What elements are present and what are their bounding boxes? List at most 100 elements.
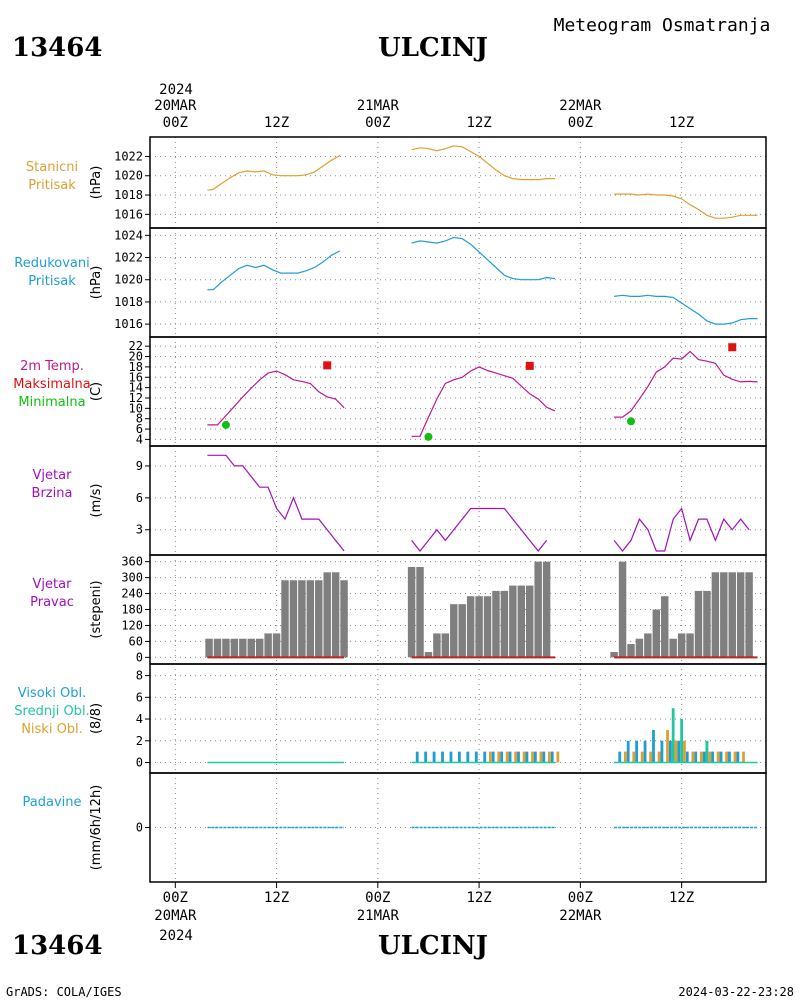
cloud-high-bar [474, 751, 478, 763]
cloud-high-bar [441, 751, 444, 763]
time-axis-bottom: 00Z 20MAR 12Z 00Z 21MAR 12Z 00Z 22MAR 12Z [154, 882, 694, 924]
cloud-low-bar [699, 751, 703, 763]
bottom-hour-label: 00Z [365, 890, 390, 906]
cloud-high-bar [736, 751, 740, 763]
bottom-date-label: 22MAR [559, 908, 602, 924]
wind-direction-bar [720, 572, 728, 658]
cloud-high-bar [491, 751, 495, 763]
panel-label: Brzina [32, 486, 73, 501]
cloud-low-bar [539, 751, 543, 763]
panel-label: Stanicni [26, 160, 78, 175]
bottom-date-label: 20MAR [154, 908, 197, 924]
panel-station_pressure: 1016 1018 1020 1022 Stanicni Pritisak (hPa) [26, 136, 767, 229]
wind-direction-bar [736, 572, 745, 658]
panel-label: Pritisak [28, 274, 76, 289]
bottom-hour-label: 00Z [568, 890, 593, 906]
top-year-label: 2024 [159, 82, 193, 98]
station-pressure-line [614, 193, 758, 219]
y-axis-label: (m/s) [89, 484, 104, 518]
wind-direction-bar [534, 561, 542, 658]
reduced-pressure-line [207, 250, 341, 291]
y-tick-label: 4 [136, 712, 143, 726]
y-axis-label: (8/8) [89, 703, 104, 734]
y-tick-label: 22 [129, 339, 143, 353]
wind-direction-bar [272, 633, 281, 658]
tmax-marker [323, 361, 332, 370]
bottom-hour-label: 12Z [669, 890, 694, 906]
wind-direction-bar [239, 638, 247, 658]
y-tick-label: 6 [136, 422, 143, 436]
wind-direction-bar [433, 633, 441, 658]
cloud-high-bar [458, 751, 461, 763]
panel-label: Pravac [30, 595, 74, 610]
top-hour-label: 00Z [163, 115, 188, 131]
cloud-low-bar [640, 751, 644, 763]
y-tick-label: 1016 [114, 317, 143, 331]
cloud-high-bar [415, 751, 419, 763]
y-tick-label: 8 [136, 412, 143, 426]
cloud-high-bar [550, 751, 554, 763]
cloud-high-bar [500, 751, 504, 763]
panel-frame [149, 772, 767, 883]
cloud-low-bar [683, 740, 686, 763]
station-id-bottom: 13464 [12, 931, 102, 961]
y-tick-label: 1022 [114, 251, 143, 265]
wind-direction-bar [331, 572, 340, 658]
y-tick-label: 1016 [114, 207, 143, 221]
wind-direction-bar [298, 580, 306, 658]
top-date-label: 21MAR [357, 98, 400, 114]
y-tick-label: 8 [136, 669, 143, 683]
wind-direction-bar [677, 633, 686, 658]
panel-label: Vjetar [33, 577, 73, 592]
top-date-label: 22MAR [559, 98, 602, 114]
y-axis-label: (hPa) [89, 266, 104, 300]
timestamp-text: 2024-03-22-23:28 [678, 985, 794, 999]
cloud-low-bar [742, 751, 745, 763]
panel-label: 2m Temp. [20, 359, 84, 374]
wind-direction-bar [441, 633, 450, 658]
y-tick-label: 120 [121, 618, 143, 632]
panel-label: Redukovani [14, 256, 89, 271]
wind-direction-bar [450, 604, 458, 658]
cloud-low-bar [691, 751, 695, 763]
y-tick-label: 16 [129, 370, 143, 384]
y-tick-label: 4 [136, 432, 143, 446]
bottom-hour-label: 12Z [466, 890, 491, 906]
y-tick-label: 60 [129, 634, 143, 648]
panel-reduced_pressure: 1016 1018 1020 1022 1024 Redukovani Pritisak (h… [14, 227, 767, 338]
wind-direction-bar [728, 572, 736, 658]
panel-precipitation: 0 Padavine (mm/6h/12h) [23, 772, 767, 883]
wind-direction-bar [644, 633, 652, 658]
wind-direction-bar [542, 561, 551, 658]
cloud-mid-bar [705, 740, 709, 763]
wind-direction-bar [306, 580, 315, 658]
cloud-low-bar [632, 751, 636, 763]
y-tick-label: 240 [121, 587, 143, 601]
cloud-low-bar [548, 751, 551, 763]
y-axis-label: (stepeni) [89, 580, 104, 638]
wind-direction-bar [407, 566, 416, 658]
y-tick-label: 360 [121, 555, 143, 569]
wind-direction-bar [745, 572, 753, 658]
bottom-date-label: 21MAR [357, 908, 400, 924]
wind-direction-bar [492, 590, 500, 658]
product-title: Meteogram Osmatranja [554, 15, 771, 36]
wind-direction-bar [610, 652, 618, 658]
wind-direction-bar [694, 590, 703, 658]
tmin-marker [424, 432, 433, 441]
cloud-high-bar [635, 740, 639, 763]
panel-frame [149, 336, 767, 447]
wind-direction-bar [483, 596, 492, 658]
temperature-line [207, 370, 345, 426]
cloud-mid-bar [680, 719, 684, 763]
wind-direction-bar [686, 633, 694, 658]
panel-frame [149, 227, 767, 338]
cloud-high-bar [533, 751, 537, 763]
cloud-high-bar [643, 740, 647, 763]
cloud-low-bar [649, 751, 653, 763]
wind-direction-bar [255, 638, 264, 658]
